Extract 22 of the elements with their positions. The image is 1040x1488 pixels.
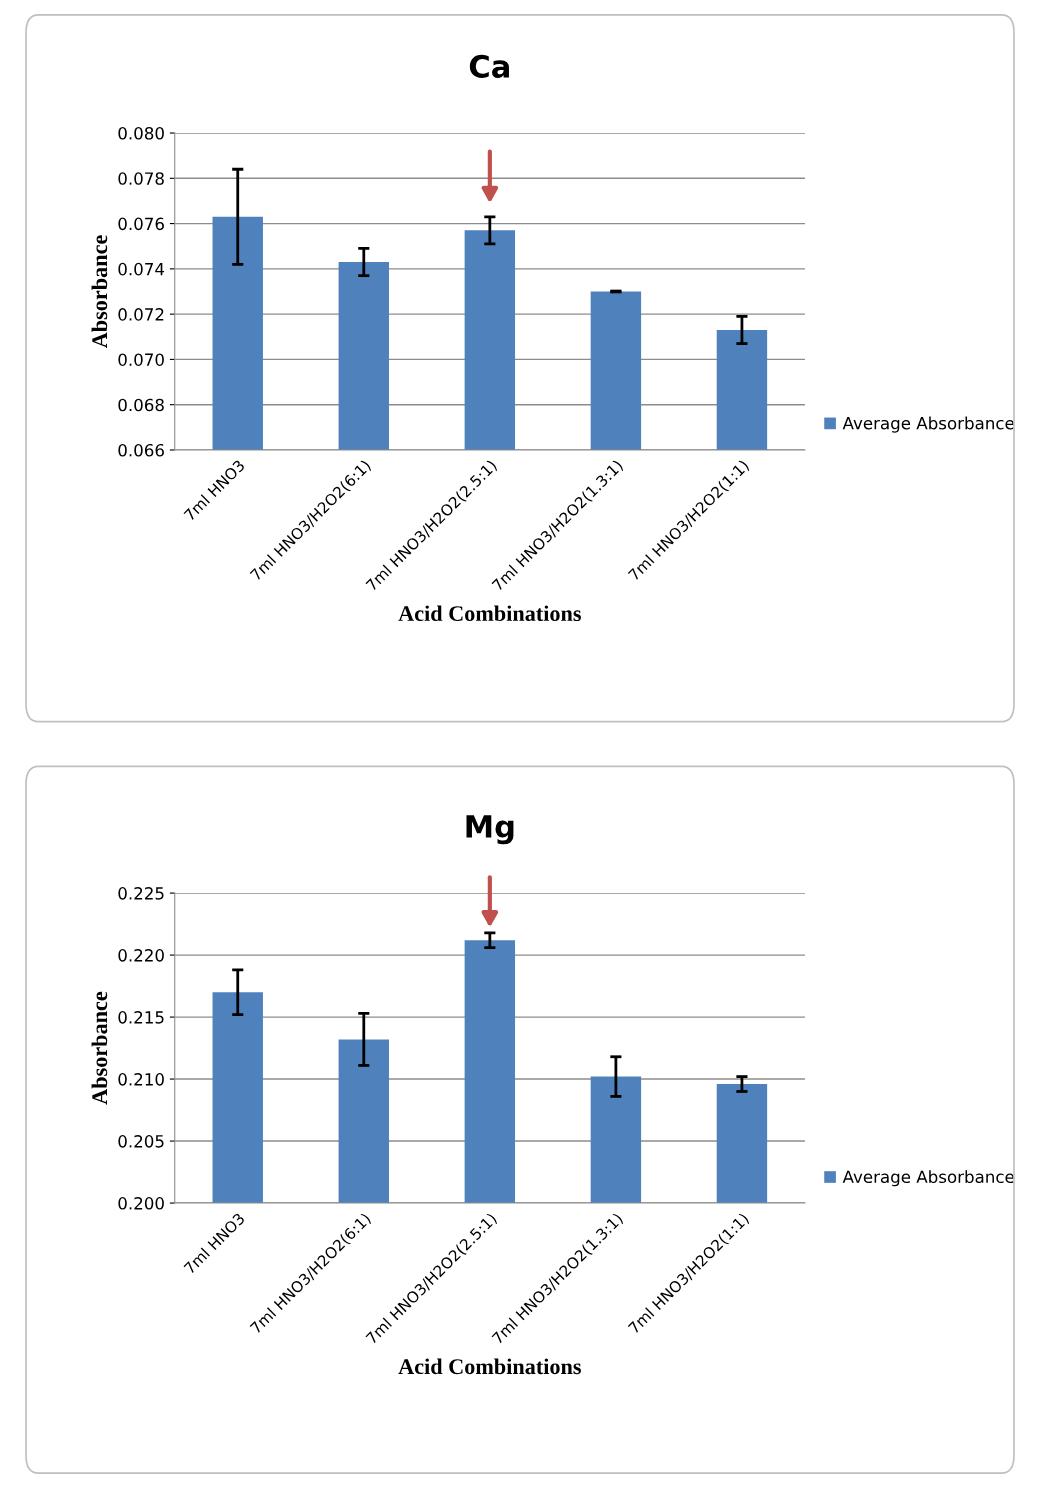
y-tick-label: 0.205	[118, 1135, 164, 1148]
x-axis-title: Acid Combinations	[398, 1358, 581, 1375]
y-tick-label: 0.068	[118, 398, 164, 412]
y-tick-label: 0.066	[118, 443, 164, 457]
y-tick-label: 0.074	[118, 262, 165, 276]
y-axis-title: Absorbance	[91, 991, 108, 1105]
y-axis-title: Absorbance	[91, 235, 108, 349]
legend-label: Average Absorbance	[842, 1170, 1014, 1187]
y-tick-label: 0.200	[118, 1197, 164, 1210]
y-tick-label: 0.220	[118, 949, 164, 962]
y-tick-label: 0.076	[118, 217, 164, 231]
y-tick-label: 0.225	[118, 887, 164, 900]
y-tick-label: 0.078	[118, 172, 164, 185]
legend-label: Average Absorbance	[842, 416, 1014, 433]
x-axis-title: Acid Combinations	[398, 605, 581, 622]
chart-title: Mg	[466, 815, 514, 845]
y-tick-label: 0.215	[118, 1011, 164, 1024]
y-tick-label: 0.070	[118, 353, 164, 366]
chart-title: Ca	[469, 54, 509, 78]
y-tick-label: 0.210	[118, 1073, 164, 1086]
y-tick-label: 0.080	[118, 126, 164, 140]
y-tick-label: 0.072	[118, 308, 164, 321]
